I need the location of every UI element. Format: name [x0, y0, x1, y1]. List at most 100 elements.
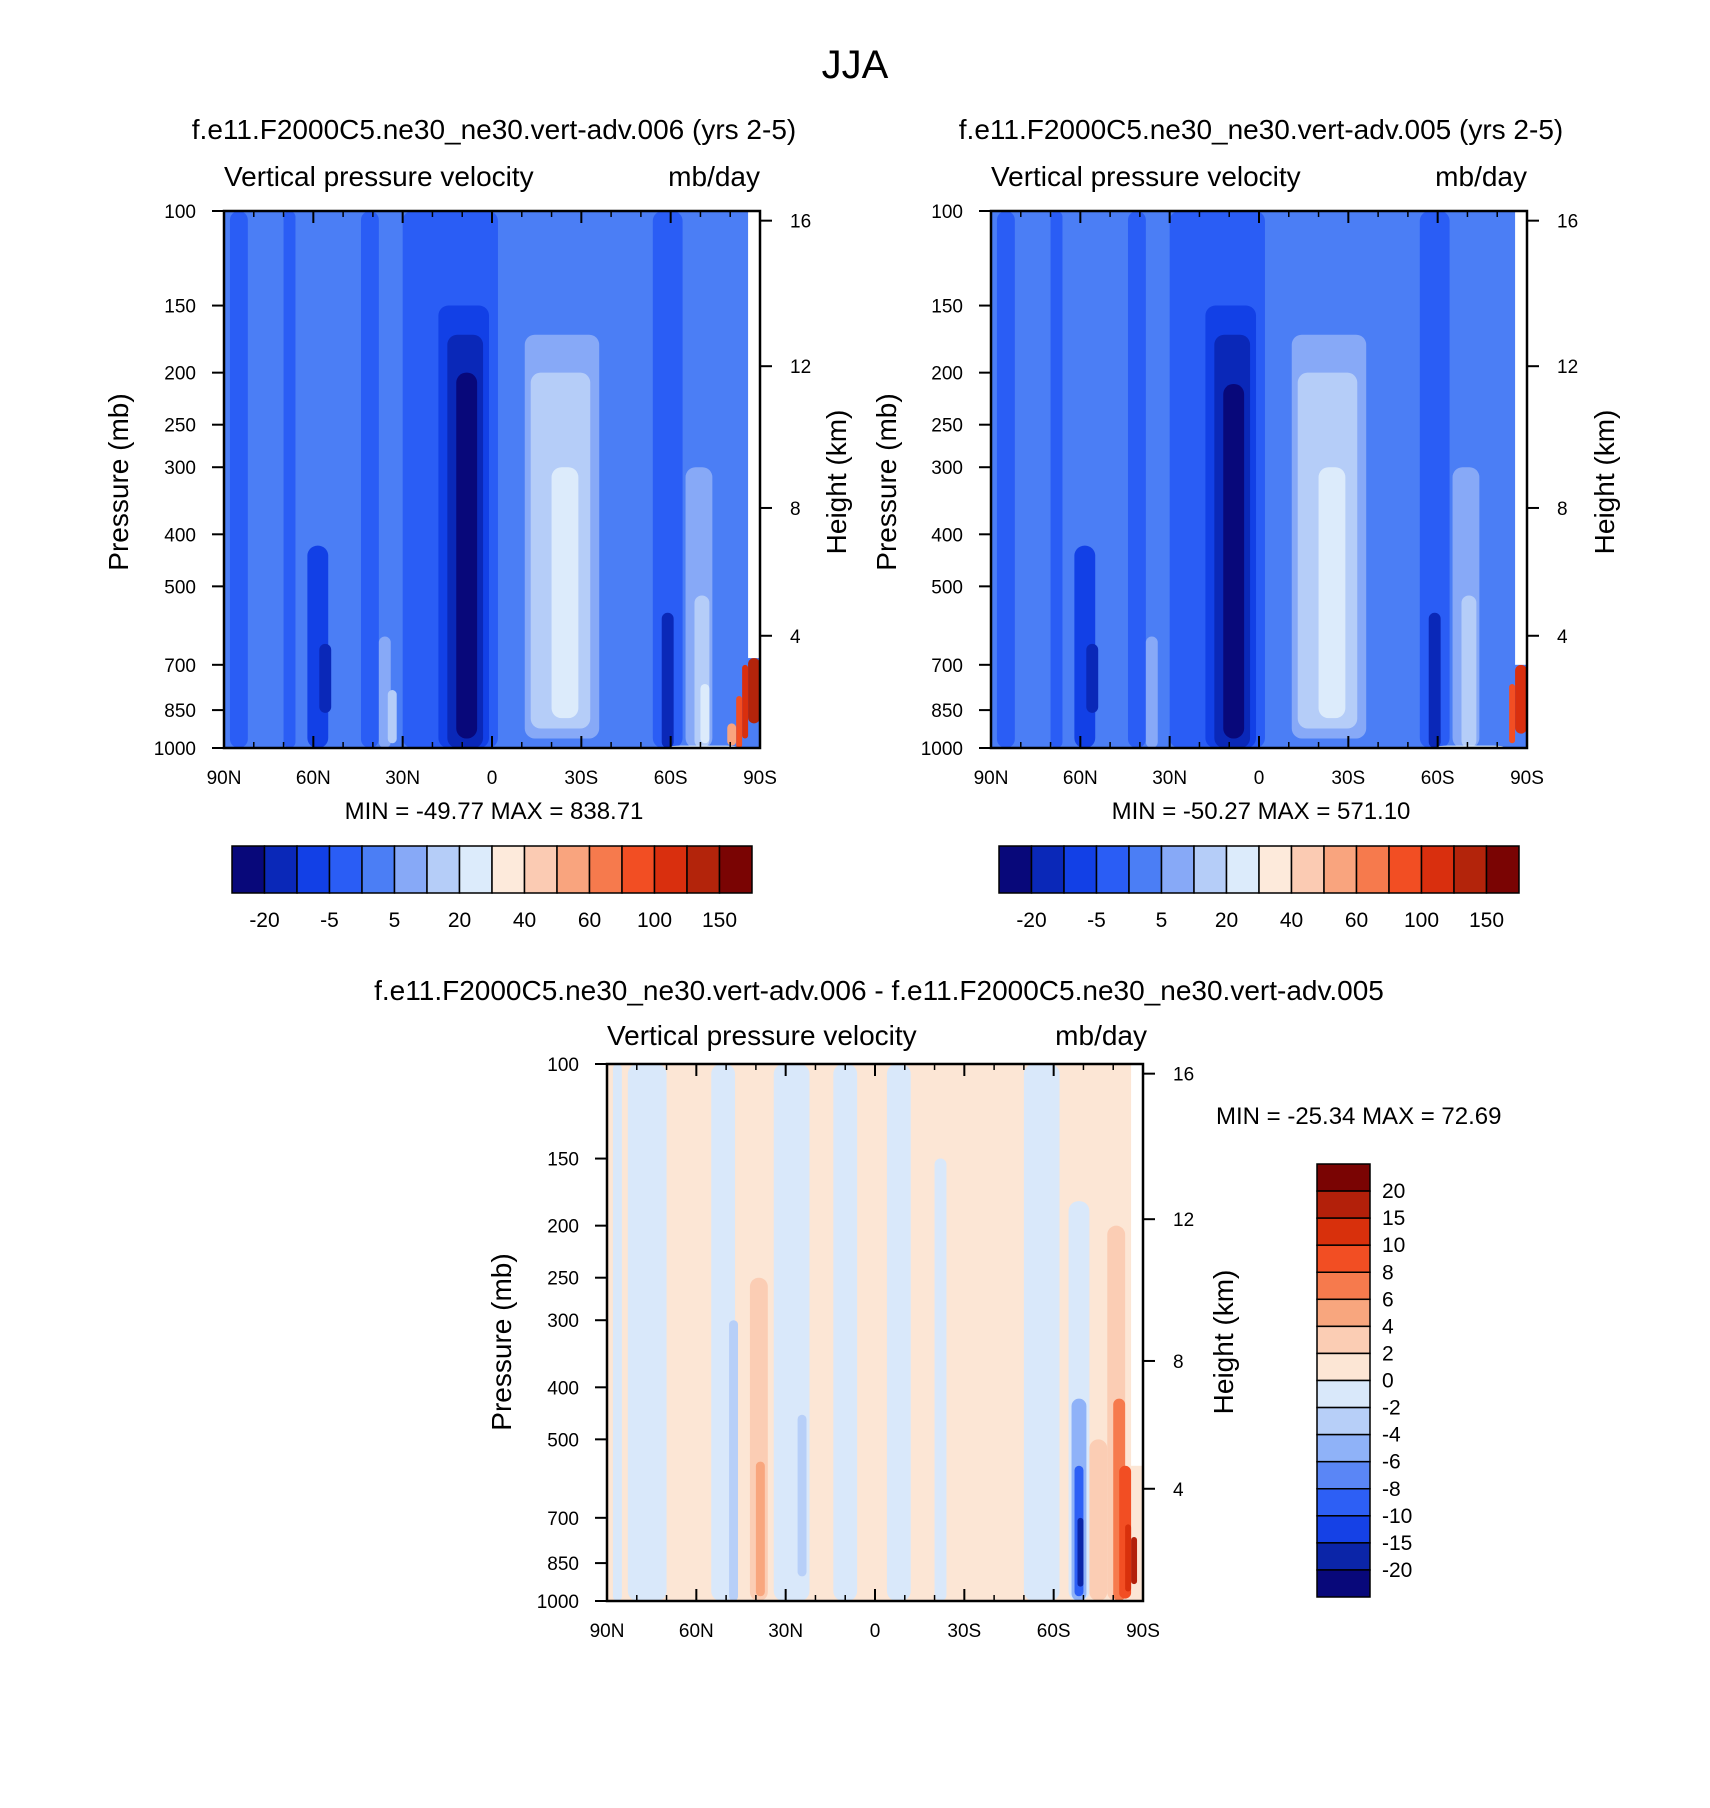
x-tick-label: 30S — [947, 1621, 981, 1642]
colorbar-swatch — [1453, 845, 1488, 894]
field-band — [1515, 664, 1527, 734]
y-tick-label: 850 — [164, 701, 196, 722]
y-tick-label: 150 — [547, 1150, 579, 1171]
panel-006-colorbar: -20 -5 5 20 40 60 100 150 — [231, 845, 753, 932]
y-tick-label: 1000 — [154, 739, 196, 760]
x-tick-label: 30N — [1152, 768, 1187, 789]
field-band — [1089, 1439, 1108, 1601]
colorbar-label: 15 — [1382, 1207, 1405, 1230]
panel-006-y2label: Height (km) — [821, 410, 852, 555]
field-band — [742, 664, 749, 739]
colorbar-label: 0 — [1382, 1370, 1394, 1393]
field-band — [729, 1320, 739, 1601]
field-band — [1461, 595, 1477, 748]
y-tick-label: 500 — [164, 577, 196, 598]
colorbar-swatch — [296, 845, 331, 894]
y-tick-label: 500 — [547, 1430, 579, 1451]
colorbar-swatch — [1128, 845, 1163, 894]
x-tick-label: 30N — [385, 768, 420, 789]
field-band — [833, 1064, 858, 1601]
y2-tick-label: 4 — [1557, 627, 1568, 648]
panel-006-ylabel: Pressure (mb) — [103, 393, 134, 570]
field-band — [627, 1064, 667, 1601]
colorbar-swatch — [1420, 845, 1455, 894]
colorbar-swatch — [1316, 1433, 1371, 1463]
colorbar-swatch — [621, 845, 656, 894]
x-tick-label: 0 — [870, 1621, 881, 1642]
colorbar-swatch — [1030, 845, 1065, 894]
colorbar-label: 8 — [1382, 1261, 1394, 1284]
field-band — [727, 723, 737, 746]
y-tick-label: 400 — [931, 525, 963, 546]
colorbar-label: 60 — [1345, 909, 1368, 932]
x-tick-label: 30S — [1331, 768, 1365, 789]
panel-diff-title: f.e11.F2000C5.ne30_ne30.vert-adv.006 - f… — [374, 975, 1384, 1006]
colorbar-label: -15 — [1382, 1532, 1412, 1555]
field-band — [387, 690, 397, 744]
x-tick-label: 60N — [679, 1621, 714, 1642]
colorbar-swatch — [1323, 845, 1358, 894]
panel-005-ylabel: Pressure (mb) — [871, 393, 902, 570]
y2-tick-label: 16 — [1173, 1065, 1194, 1086]
colorbar-swatch — [1316, 1542, 1371, 1571]
missing-data-mask — [1131, 1064, 1143, 1466]
x-tick-label: 60N — [296, 768, 331, 789]
colorbar-swatch — [1225, 845, 1260, 894]
colorbar-swatch — [1316, 1163, 1371, 1192]
field-band — [283, 211, 296, 748]
x-tick-label: 90N — [974, 768, 1009, 789]
y-tick-label: 850 — [547, 1554, 579, 1575]
y-tick-label: 500 — [931, 577, 963, 598]
x-tick-label: 0 — [487, 768, 498, 789]
y2-tick-label: 16 — [1557, 212, 1578, 233]
colorbar-swatch — [556, 845, 591, 894]
colorbar-swatch — [1258, 845, 1293, 894]
field-layer — [991, 211, 1527, 748]
colorbar-swatch — [686, 845, 721, 894]
panel-006-plot: 90N 60N 30N 0 30S 60S 90S 100 150 200 250 300 400 500… — [154, 202, 811, 789]
panel-005-subtitle-left: Vertical pressure velocity — [991, 161, 1301, 192]
colorbar-swatch — [1316, 1190, 1371, 1219]
colorbar-swatch — [1316, 1406, 1371, 1436]
x-tick-label: 60S — [1421, 768, 1455, 789]
y-tick-label: 200 — [547, 1217, 579, 1238]
panel-005-stats: MIN = -50.27 MAX = 571.10 — [1112, 798, 1411, 825]
colorbar-label: 4 — [1382, 1315, 1394, 1338]
colorbar-swatch — [998, 845, 1033, 894]
x-tick-label: 0 — [1254, 768, 1265, 789]
colorbar-swatch — [1316, 1379, 1371, 1409]
panel-diff-subtitle-right: mb/day — [1055, 1020, 1147, 1051]
y-tick-label: 400 — [164, 525, 196, 546]
y2-tick-label: 4 — [1173, 1480, 1184, 1501]
colorbar-label: -6 — [1382, 1451, 1401, 1474]
y2-tick-label: 16 — [790, 212, 811, 233]
colorbar-swatch — [328, 845, 363, 894]
colorbar-swatch — [1290, 845, 1325, 894]
colorbar-label: 100 — [637, 909, 672, 932]
colorbar-swatch — [1388, 845, 1423, 894]
colorbar-swatch — [653, 845, 688, 894]
field-band — [1131, 1536, 1138, 1585]
colorbar-swatch — [1095, 845, 1130, 894]
y2-tick-label: 4 — [790, 627, 801, 648]
colorbar-label: 5 — [389, 909, 401, 932]
field-band — [748, 658, 760, 724]
colorbar-label: 100 — [1404, 909, 1439, 932]
colorbar-swatch — [426, 845, 461, 894]
field-band — [996, 211, 1015, 748]
field-band — [551, 467, 579, 719]
colorbar-label: -20 — [1016, 909, 1046, 932]
colorbar-label: 40 — [513, 909, 536, 932]
x-tick-label: 90N — [207, 768, 242, 789]
y-tick-label: 250 — [547, 1269, 579, 1290]
x-tick-label: 60S — [654, 768, 688, 789]
panel-005: f.e11.F2000C5.ne30_ne30.vert-adv.005 (yr… — [871, 114, 1620, 932]
y-tick-label: 700 — [164, 656, 196, 677]
field-band — [360, 211, 379, 748]
panel-diff: f.e11.F2000C5.ne30_ne30.vert-adv.006 - f… — [374, 975, 1501, 1642]
colorbar-label: 20 — [448, 909, 471, 932]
colorbar-swatch — [231, 845, 266, 894]
x-tick-label: 90S — [1510, 768, 1544, 789]
x-tick-label: 90S — [1126, 1621, 1160, 1642]
